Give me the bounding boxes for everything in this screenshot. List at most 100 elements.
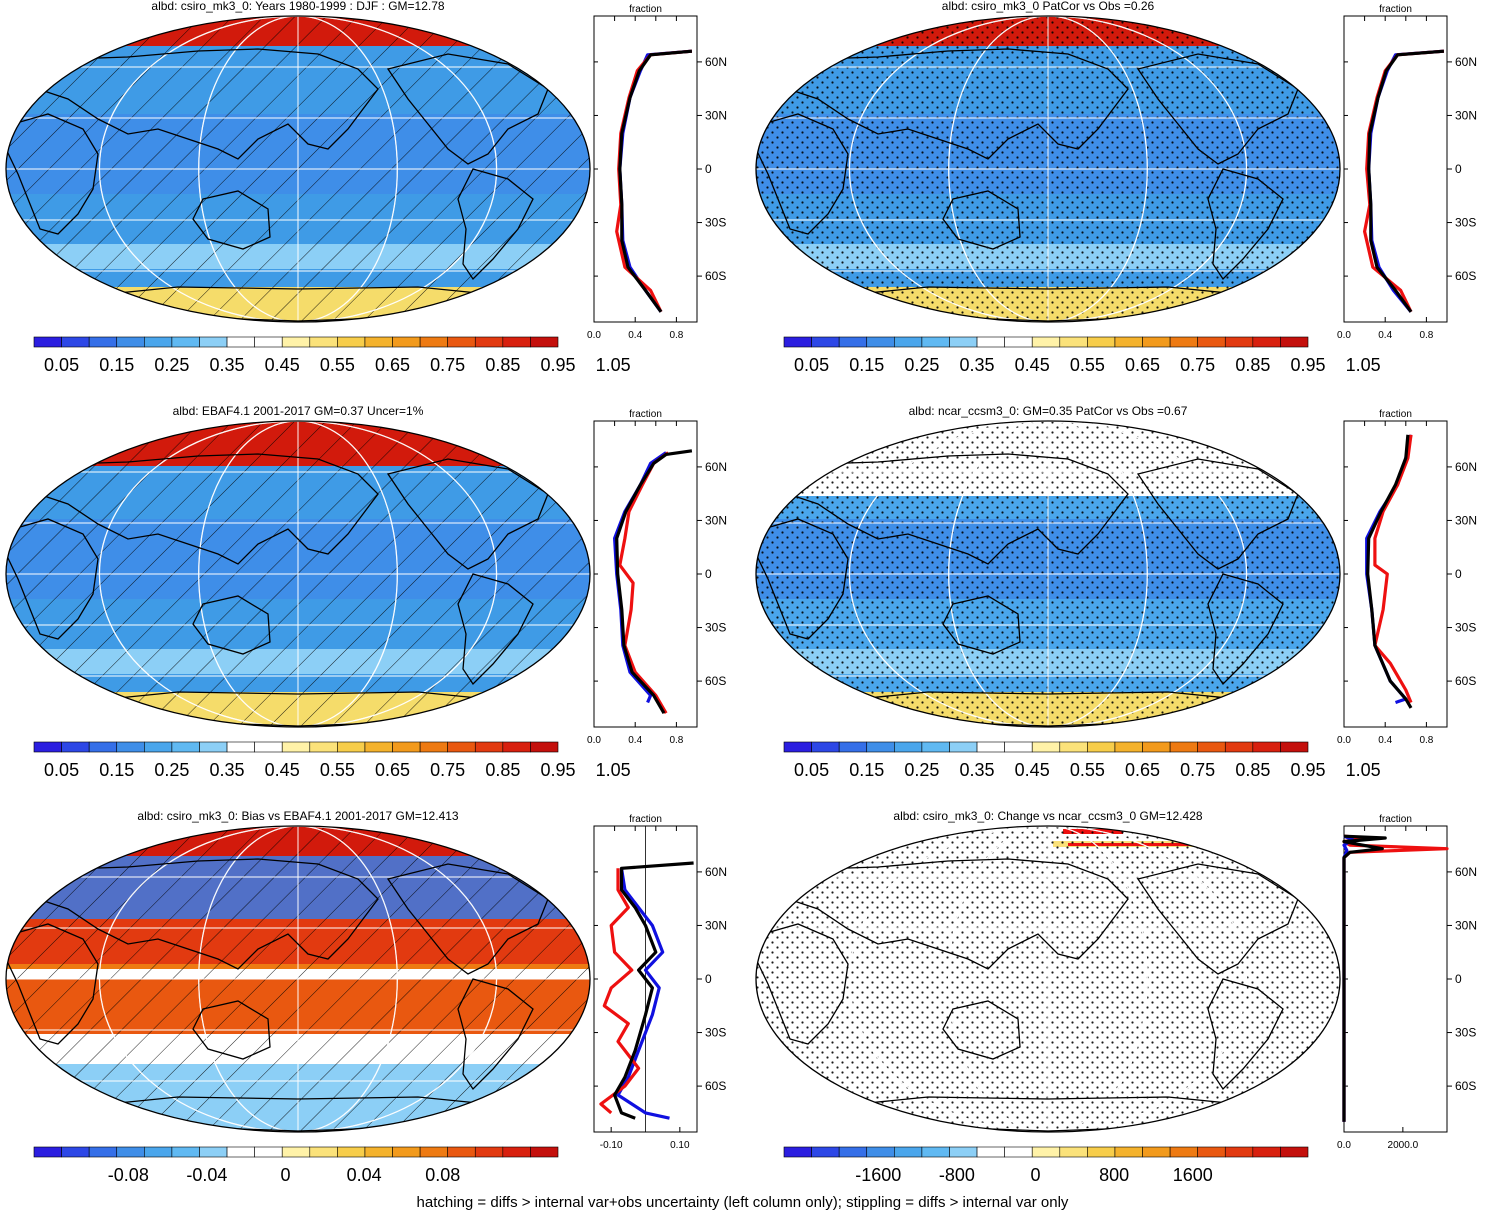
colorbar-swatch xyxy=(1252,336,1281,348)
colorbar-swatch xyxy=(894,1146,923,1158)
colorbar-tick-label: 0.15 xyxy=(849,760,884,780)
colorbar-swatch xyxy=(419,336,448,348)
map-outline xyxy=(755,420,1341,728)
colorbar-swatch xyxy=(88,741,118,753)
colorbar-swatch xyxy=(392,741,421,753)
colorbar-tick-label: 0.45 xyxy=(265,760,300,780)
colorbar-swatch xyxy=(1114,741,1143,753)
colorbar-swatch xyxy=(811,741,840,753)
map-outline xyxy=(5,825,591,1133)
colorbar-swatch xyxy=(1004,741,1033,753)
colorbar-tick-label: 0.45 xyxy=(1015,760,1050,780)
colorbar-tick-label: 0.08 xyxy=(425,1165,460,1185)
zonal-ytick-label: 30S xyxy=(1455,216,1476,230)
colorbar-tick-label: 0.35 xyxy=(960,760,995,780)
colorbar-swatch xyxy=(921,741,950,753)
coastline xyxy=(27,48,379,160)
zonal-ytick-label: 30N xyxy=(705,918,727,932)
colorbar-swatch xyxy=(254,741,283,753)
zonal-xlabel: fraction xyxy=(629,409,662,420)
map-outline xyxy=(755,825,1341,1133)
colorbar-swatch xyxy=(447,741,476,753)
colorbar-swatch xyxy=(1059,1146,1088,1158)
zonal-ytick-label: 60N xyxy=(705,55,727,69)
zonal-ytick-label: 60S xyxy=(1455,269,1476,283)
colorbar-swatch xyxy=(254,336,283,348)
zonal-xtick-label: 0.8 xyxy=(1419,735,1433,746)
zonal-ytick-label: 30N xyxy=(705,513,727,527)
colorbar-swatch xyxy=(811,336,840,348)
zonal-xtick-label: 0.8 xyxy=(669,735,683,746)
colorbar-swatch xyxy=(337,336,366,348)
graticule-lon xyxy=(98,421,498,727)
colorbar: 0.05 0.15 0.25 0.35 0.45 0.55 0.65 0.75 0.85 0.95… xyxy=(783,336,1381,375)
colorbar-swatch xyxy=(949,741,978,753)
graticule-lon xyxy=(98,826,498,1132)
colorbar-swatch xyxy=(530,741,559,753)
zonal-profile: fraction -0.10 0.10 60N 30N 0 30S 60S xyxy=(593,814,727,1151)
colorbar-tick-label: -800 xyxy=(939,1165,975,1185)
colorbar-tick-label: 0.55 xyxy=(1070,355,1105,375)
colorbar-swatch xyxy=(1087,336,1116,348)
zonal-ytick-label: 0 xyxy=(1455,162,1462,176)
zonal-xtick-label: 0.4 xyxy=(628,330,642,341)
graticule-lon xyxy=(848,16,1248,322)
map-outline xyxy=(5,420,591,728)
coastline xyxy=(756,923,849,1045)
colorbar-swatch xyxy=(1280,741,1309,753)
colorbar-tick-label: 0.95 xyxy=(1290,355,1325,375)
colorbar-swatch xyxy=(1031,741,1061,753)
zonal-ytick-label: 60N xyxy=(1455,460,1477,474)
zonal-profile: fraction 0.0 0.4 0.8 60N 30N 0 30S 60S xyxy=(1337,409,1477,746)
zonal-ytick-label: 30S xyxy=(1455,621,1476,635)
zonal-xlabel: fraction xyxy=(1379,4,1412,15)
graticule-lon xyxy=(948,421,1148,727)
coastline xyxy=(1136,458,1299,570)
colorbar-swatch xyxy=(171,741,200,753)
coastline xyxy=(27,453,379,565)
colorbar-swatch xyxy=(171,1146,200,1158)
colorbar-swatch xyxy=(1280,336,1309,348)
zonal-ytick-label: 60S xyxy=(705,269,726,283)
colorbar-swatch xyxy=(1087,741,1116,753)
colorbar-swatch xyxy=(783,336,812,348)
colorbar-swatch xyxy=(1114,336,1143,348)
colorbar-swatch xyxy=(309,1146,338,1158)
colorbar-tick-label: -0.04 xyxy=(186,1165,227,1185)
zonal-ytick-label: 30N xyxy=(1455,108,1477,122)
map-title: albd: csiro_mk3_0: Bias vs EBAF4.1 2001-… xyxy=(137,809,459,823)
zonal-ytick-label: 30S xyxy=(705,216,726,230)
coastline xyxy=(942,190,1021,250)
zonal-frame xyxy=(1343,825,1448,1133)
coastline xyxy=(386,53,549,165)
colorbar-tick-label: 0.05 xyxy=(44,355,79,375)
zonal-ytick-label: 60N xyxy=(1455,55,1477,69)
zonal-frame xyxy=(1343,420,1448,728)
colorbar-tick-label: 0.35 xyxy=(210,355,245,375)
coastline xyxy=(192,1000,271,1060)
zonal-ytick-label: 30N xyxy=(1455,918,1477,932)
colorbar-tick-label: 0.05 xyxy=(44,760,79,780)
colorbar-swatch xyxy=(364,336,393,348)
colorbar-swatch xyxy=(337,741,366,753)
colorbar-swatch xyxy=(976,1146,1005,1158)
colorbar-swatch xyxy=(309,336,338,348)
colorbar-tick-label: 0.25 xyxy=(904,355,939,375)
map-title: albd: csiro_mk3_0: Years 1980-1999 : DJF… xyxy=(151,0,444,13)
zonal-frame xyxy=(593,420,698,728)
zonal-ytick-label: 0 xyxy=(1455,972,1462,986)
coastline xyxy=(512,433,561,463)
colorbar-swatch xyxy=(502,1146,531,1158)
colorbar-tick-label: -0.08 xyxy=(108,1165,149,1185)
colorbar-tick-label: 0 xyxy=(281,1165,291,1185)
graticule-lon xyxy=(198,826,398,1132)
colorbar-tick-label: 0.15 xyxy=(99,760,134,780)
colorbar-swatch xyxy=(392,1146,421,1158)
colorbar-tick-label: 0.95 xyxy=(540,355,575,375)
colorbar-swatch xyxy=(116,1146,145,1158)
coastline xyxy=(1207,573,1284,686)
colorbar-swatch xyxy=(226,336,255,348)
colorbar-swatch xyxy=(1087,1146,1116,1158)
colorbar-tick-label: 0.85 xyxy=(1235,760,1270,780)
colorbar-swatch xyxy=(1224,336,1254,348)
